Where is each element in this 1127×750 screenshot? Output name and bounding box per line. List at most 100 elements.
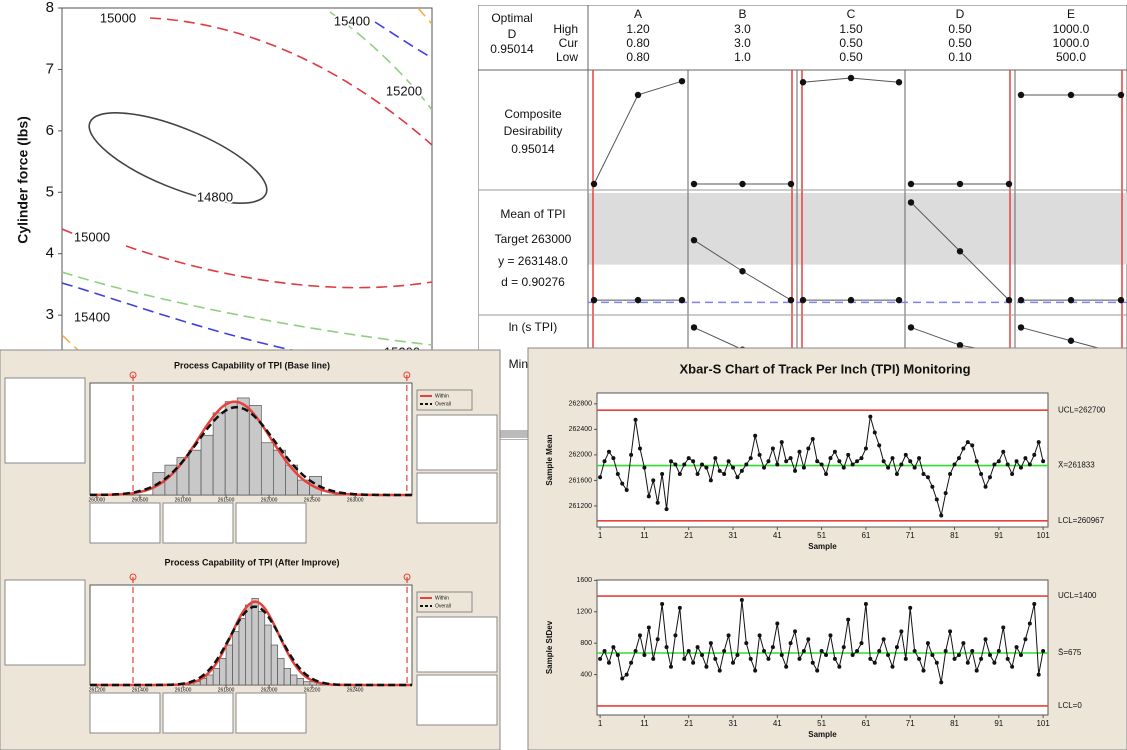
series-point [1014,459,1019,464]
series-point [1041,459,1046,464]
y-tick-label: 1200 [576,609,592,616]
series-point [921,668,926,673]
series-point [810,660,815,665]
series-point [1005,656,1010,661]
series-point [629,660,634,665]
response-text: Target 263000 [495,232,572,246]
stats-box [416,616,498,673]
series-point [1027,621,1032,626]
series-point [686,456,691,461]
response-point [847,296,855,304]
contour-line [62,282,301,352]
legend-label: Overall [435,401,451,407]
spec-marker [129,371,137,379]
series-point [673,462,678,467]
control-limit-label: UCL=1400 [1058,591,1097,600]
series-point [943,491,948,496]
series-point [863,601,868,606]
series-point [637,446,642,451]
bar [277,657,285,686]
series-point [890,664,895,669]
x-tick-label: 11 [640,719,649,728]
stats-box [89,502,161,544]
series-point [987,475,992,480]
series-point [788,641,793,646]
bar [260,442,274,496]
series-point [801,649,806,654]
series-point [832,449,837,454]
factor-high: 1000.0 [1053,22,1090,36]
y-tick-label: 4 [46,245,54,262]
series-point [846,617,851,622]
contour-label: 15400 [334,13,370,28]
fit-curve [90,605,412,687]
series-point [801,465,806,470]
series-point [934,660,939,665]
bar [236,397,250,496]
contour-line [62,271,432,346]
response-point [1005,296,1013,304]
series-point [655,500,660,505]
y-axis-label: Sample Mean [545,434,554,485]
response-point [1017,296,1025,304]
series-point [713,656,718,661]
series-point [806,637,811,642]
series-point [899,462,904,467]
series-point [819,462,824,467]
series-point [779,440,784,445]
series-point [850,462,855,467]
y-axis-label: Sample StDev [545,620,554,674]
x-tick-label: 31 [729,531,738,540]
series-point [939,680,944,685]
factor-cur: 1000.0 [1053,36,1090,50]
series-point [841,645,846,650]
series-point [708,478,713,483]
x-tick-label: 41 [773,719,782,728]
response-point [847,74,855,82]
contour-line [149,17,432,146]
series-point [726,633,731,638]
series-point [602,649,607,654]
series-point [1032,452,1037,457]
control-limit-label: LCL=0 [1058,701,1082,710]
spec-marker [403,371,411,379]
response-point [799,79,807,86]
series-point [979,656,984,661]
series-point [766,459,771,464]
series-point [974,459,979,464]
response-point [590,296,598,304]
series-point [1014,645,1019,650]
bar [206,674,214,686]
stats-box [162,692,234,734]
series-point [682,462,687,467]
x-tick-label: 91 [994,531,1003,540]
series-point [912,465,917,470]
series-point [624,672,629,677]
control-panel: Xbar-S Chart of Track Per Inch (TPI) Mon… [527,347,1127,750]
series-point [788,456,793,461]
series-point [961,641,966,646]
series-point [744,641,749,646]
factor-low: 0.10 [948,50,972,64]
x-tick-label: 61 [861,531,870,540]
response-point [907,180,915,188]
series-point [695,472,700,477]
bar [188,449,202,496]
series-point [753,433,758,438]
response-point [739,180,746,188]
response-point [690,180,698,188]
series-point [810,436,815,441]
shadow [500,430,530,438]
response-point [956,248,964,255]
response-point [690,236,698,244]
contour-label: 15000 [74,229,110,244]
series-point [770,446,775,451]
factor-high: 1.20 [626,22,650,36]
legend-label: Within [435,393,449,399]
target-band [588,193,1127,265]
series-point [868,656,873,661]
series-point [979,472,984,477]
series-point [708,641,713,646]
series-point [1036,672,1041,677]
